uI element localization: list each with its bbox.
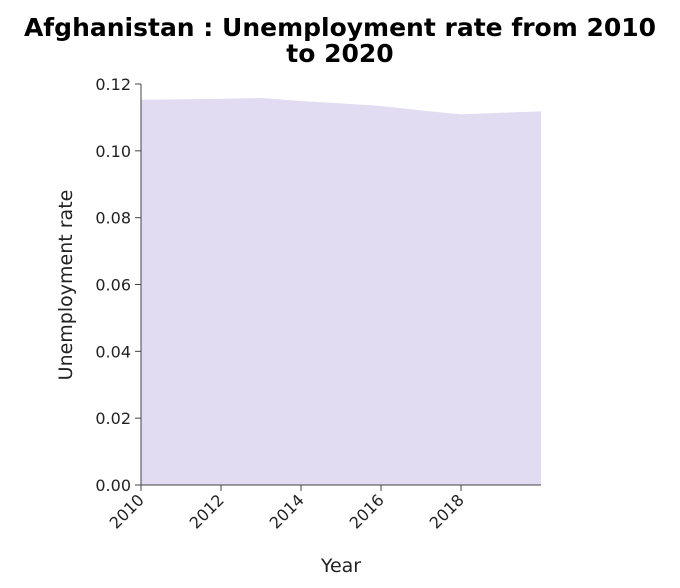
y-tick-label: 0.02 — [95, 409, 131, 428]
chart-title-line-1: Afghanistan : Unemployment rate from 201… — [24, 13, 656, 42]
x-tick-label: 2012 — [186, 490, 228, 532]
x-axis-label: Year — [320, 555, 361, 577]
x-tick-label: 2016 — [346, 490, 388, 532]
x-tick-label: 2014 — [266, 490, 308, 532]
x-tick-label: 2010 — [106, 490, 148, 532]
y-tick-label: 0.04 — [95, 342, 131, 361]
y-tick-label: 0.00 — [95, 476, 131, 495]
y-axis-label: Unemployment rate — [55, 190, 77, 381]
y-tick-label: 0.06 — [95, 276, 131, 295]
plot-area: 0.00 0.02 0.04 0.06 0.08 0.10 0.12 2010 2012 2014… — [95, 75, 541, 533]
x-tick-label: 2018 — [426, 490, 468, 532]
y-tick-label: 0.12 — [95, 75, 131, 94]
area-series — [141, 98, 541, 485]
chart-title-line-2: to 2020 — [286, 39, 393, 68]
y-tick-label: 0.08 — [95, 209, 131, 228]
y-tick-label: 0.10 — [95, 142, 131, 161]
